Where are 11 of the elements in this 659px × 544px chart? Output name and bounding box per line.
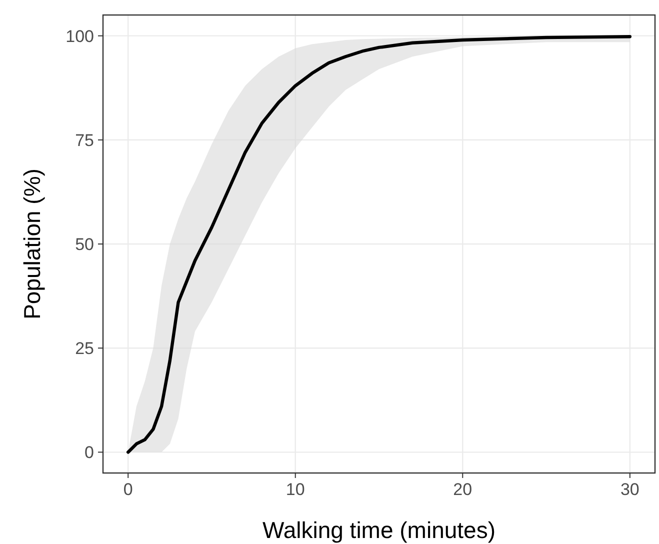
x-tick-label: 30: [620, 480, 640, 499]
y-tick-label: 100: [66, 26, 94, 46]
x-tick-label: 20: [453, 480, 472, 499]
y-tick-label: 25: [75, 339, 94, 358]
x-tick-label: 0: [123, 480, 133, 499]
x-axis-title: Walking time (minutes): [262, 517, 496, 543]
y-tick-label: 75: [75, 130, 94, 150]
y-tick-label: 50: [75, 234, 94, 254]
y-tick-label: 0: [84, 443, 94, 462]
y-axis-title: Population (%): [19, 168, 45, 320]
x-tick-label: 10: [286, 480, 305, 499]
